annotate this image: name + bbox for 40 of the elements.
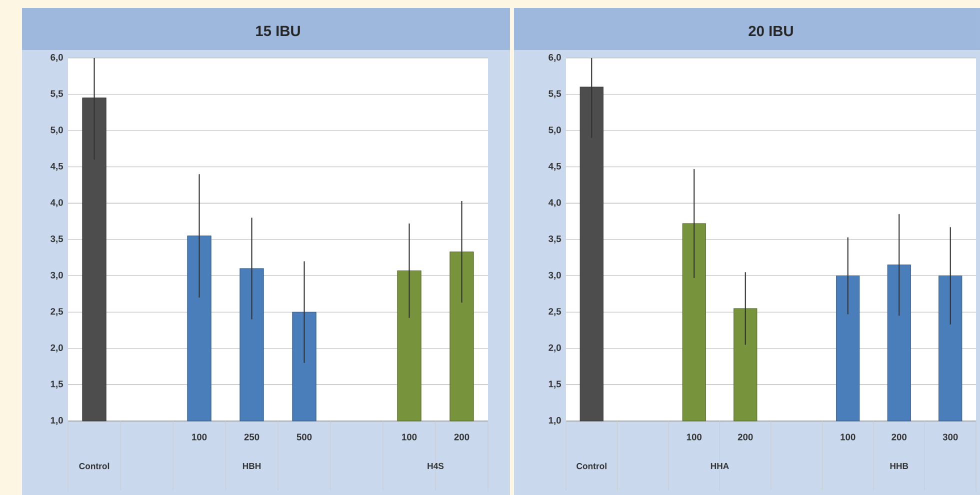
y-tick-label: 3,0 <box>548 272 561 280</box>
y-tick-label: 1,0 <box>50 417 63 425</box>
y-tick-label: 4,5 <box>50 162 64 171</box>
text: H4S <box>428 462 444 470</box>
text: Control <box>576 462 606 470</box>
y-tick-label: 4,5 <box>548 162 562 171</box>
text: HBH <box>242 463 261 469</box>
y-tick-label: 2,5 <box>548 308 562 316</box>
y-tick-label: 1,0 <box>548 417 561 425</box>
x-tick-label: 200 <box>892 434 907 440</box>
y-tick-label: 2,0 <box>50 344 63 352</box>
text: HHB <box>890 463 908 469</box>
text: HHA <box>710 463 729 469</box>
x-tick-label: 500 <box>296 434 312 440</box>
x-tick-label: 300 <box>942 434 958 440</box>
y-tick-label: 2,0 <box>548 344 561 352</box>
y-tick-label: 5,5 <box>50 90 64 98</box>
y-tick-label: 5,0 <box>50 126 63 135</box>
x-tick-label: 100 <box>686 434 702 440</box>
y-tick-label: 6,0 <box>50 54 63 62</box>
y-tick-label: 2,5 <box>50 308 64 316</box>
y-tick-label: 4,0 <box>548 199 561 208</box>
y-tick-label: 3,5 <box>50 236 64 244</box>
y-tick-label: 3,5 <box>548 236 562 244</box>
text: Control <box>79 462 110 470</box>
y-tick-label: 1,5 <box>548 380 562 389</box>
x-tick-label: 100 <box>402 434 417 440</box>
y-tick-label: 3,0 <box>50 272 63 280</box>
y-tick-label: 1,5 <box>50 380 64 389</box>
y-tick-label: 5,0 <box>548 126 561 135</box>
x-tick-label: 100 <box>840 434 856 440</box>
x-tick-label: 200 <box>738 434 753 440</box>
x-tick-label: 100 <box>192 434 207 440</box>
y-tick-label: 4,0 <box>50 199 63 208</box>
chart-title: 15 IBU <box>256 26 300 36</box>
chart-title: 20 IBU <box>748 26 793 36</box>
x-tick-label: 250 <box>244 434 260 440</box>
y-tick-label: 5,5 <box>548 90 562 98</box>
x-tick-label: 200 <box>454 434 470 440</box>
y-tick-label: 6,0 <box>548 54 561 62</box>
